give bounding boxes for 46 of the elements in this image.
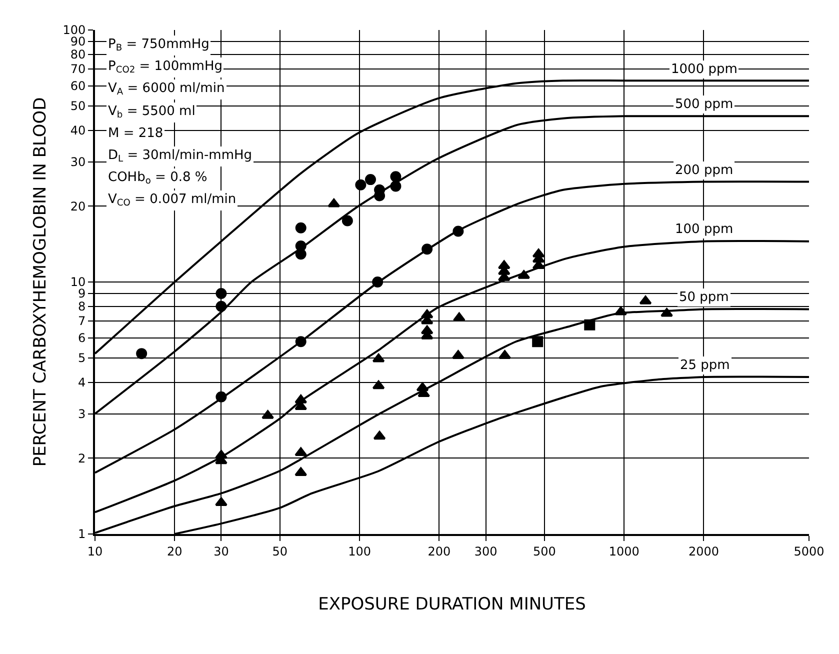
x-tick-label: 100 (348, 544, 372, 558)
y-axis-title: PERCENT CARBOXYHEMOGLOBIN IN BLOOD (30, 97, 51, 467)
annotation: D$_{L}$ = 30ml/min-mmHg (108, 148, 252, 165)
x-tick-label: 1000 (608, 544, 640, 558)
y-tick-label: 60 (70, 79, 86, 94)
x-axis-title: EXPOSURE DURATION MINUTES (318, 594, 586, 614)
x-tick-label: 200 (428, 544, 451, 558)
series-label: 1000 ppm (671, 62, 738, 77)
y-tick-label: 7 (78, 314, 86, 328)
y-tick-label: 1 (78, 527, 86, 542)
y-tick-label: 4 (78, 375, 86, 390)
annotation: P$_{CO2}$ = 100mmHg (108, 59, 222, 76)
x-tick-label: 300 (474, 544, 498, 558)
annotation: V$_{A}$ = 6000 ml/min (108, 81, 225, 98)
series-label: 50 ppm (679, 290, 729, 305)
y-tick-label: 8 (78, 300, 86, 314)
y-tick-label: 3 (78, 406, 86, 421)
y-tick-label: 9 (78, 286, 86, 301)
series-label: 500 ppm (675, 97, 734, 112)
y-tick-label: 80 (70, 48, 86, 62)
x-tick-label: 500 (532, 544, 556, 558)
y-tick-label: 90 (70, 34, 86, 49)
y-tick-label: 6 (78, 331, 86, 346)
y-tick-label: 10 (70, 275, 86, 290)
annotation: P$_{B}$ = 750mmHg (108, 37, 210, 54)
annotation: M = 218 (108, 126, 164, 141)
series-label: 25 ppm (680, 358, 730, 373)
y-tick-label: 5 (78, 351, 86, 366)
x-tick-label: 20 (167, 544, 182, 558)
annotation: V$_{CO}$ = 0.007 ml/min (108, 192, 236, 209)
annotation: V$_{b}$ = 5500 ml (108, 104, 196, 121)
x-tick-label: 50 (272, 544, 288, 558)
x-tick-label: 2000 (688, 544, 720, 558)
series-label: 100 ppm (675, 222, 734, 237)
y-tick-label: 50 (70, 99, 86, 114)
x-tick-label: 30 (214, 544, 229, 558)
x-tick-label: 5000 (794, 544, 824, 558)
y-tick-label: 100 (62, 23, 86, 38)
annotation: COHb$_{o}$ = 0.8 % (108, 170, 208, 187)
y-tick-label: 2 (78, 451, 86, 466)
y-tick-label: 20 (70, 199, 86, 214)
y-tick-label: 40 (70, 123, 86, 138)
y-tick-label: 70 (70, 62, 86, 76)
series-label: 200 ppm (675, 163, 734, 178)
y-tick-label: 30 (70, 154, 86, 169)
x-tick-label: 10 (87, 544, 103, 558)
